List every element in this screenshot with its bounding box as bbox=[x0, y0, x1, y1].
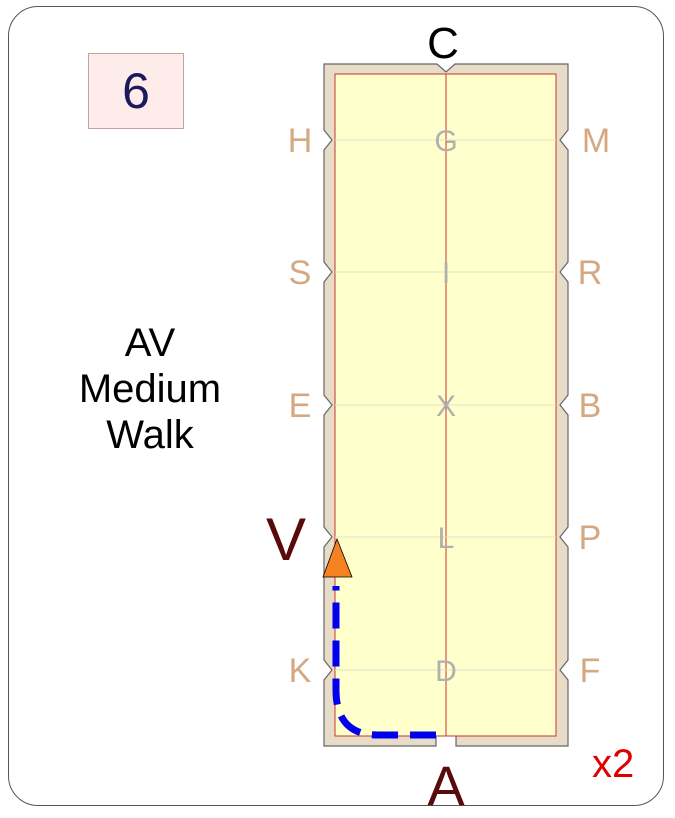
test-name: AV Medium Walk bbox=[40, 320, 260, 458]
marker-a: A bbox=[427, 754, 465, 817]
test-name-line-2: Medium bbox=[78, 367, 222, 411]
marker-h: H bbox=[288, 122, 313, 160]
marker-g: G bbox=[434, 125, 457, 158]
marker-m: M bbox=[582, 122, 610, 160]
test-number: 6 bbox=[122, 63, 150, 119]
marker-x: X bbox=[436, 390, 456, 423]
marker-e: E bbox=[289, 387, 312, 425]
marker-d: D bbox=[435, 655, 457, 688]
marker-v: V bbox=[266, 506, 306, 573]
marker-b: B bbox=[579, 387, 602, 425]
test-name-line-3: Walk bbox=[106, 413, 194, 457]
marker-k: K bbox=[289, 652, 312, 690]
marker-p: P bbox=[579, 519, 602, 557]
marker-i: I bbox=[442, 257, 450, 290]
marker-s: S bbox=[289, 254, 312, 292]
marker-l: L bbox=[438, 522, 455, 555]
marker-r: R bbox=[578, 254, 603, 292]
test-name-line-1: AV bbox=[124, 321, 176, 365]
route-path bbox=[332, 586, 436, 739]
repeat-count: x2 bbox=[592, 742, 635, 786]
test-number-badge: 6 bbox=[88, 53, 184, 129]
start-arrow bbox=[322, 537, 353, 578]
marker-c: C bbox=[427, 19, 459, 68]
marker-f: F bbox=[580, 652, 601, 690]
marker-cross-lines bbox=[335, 139, 556, 671]
